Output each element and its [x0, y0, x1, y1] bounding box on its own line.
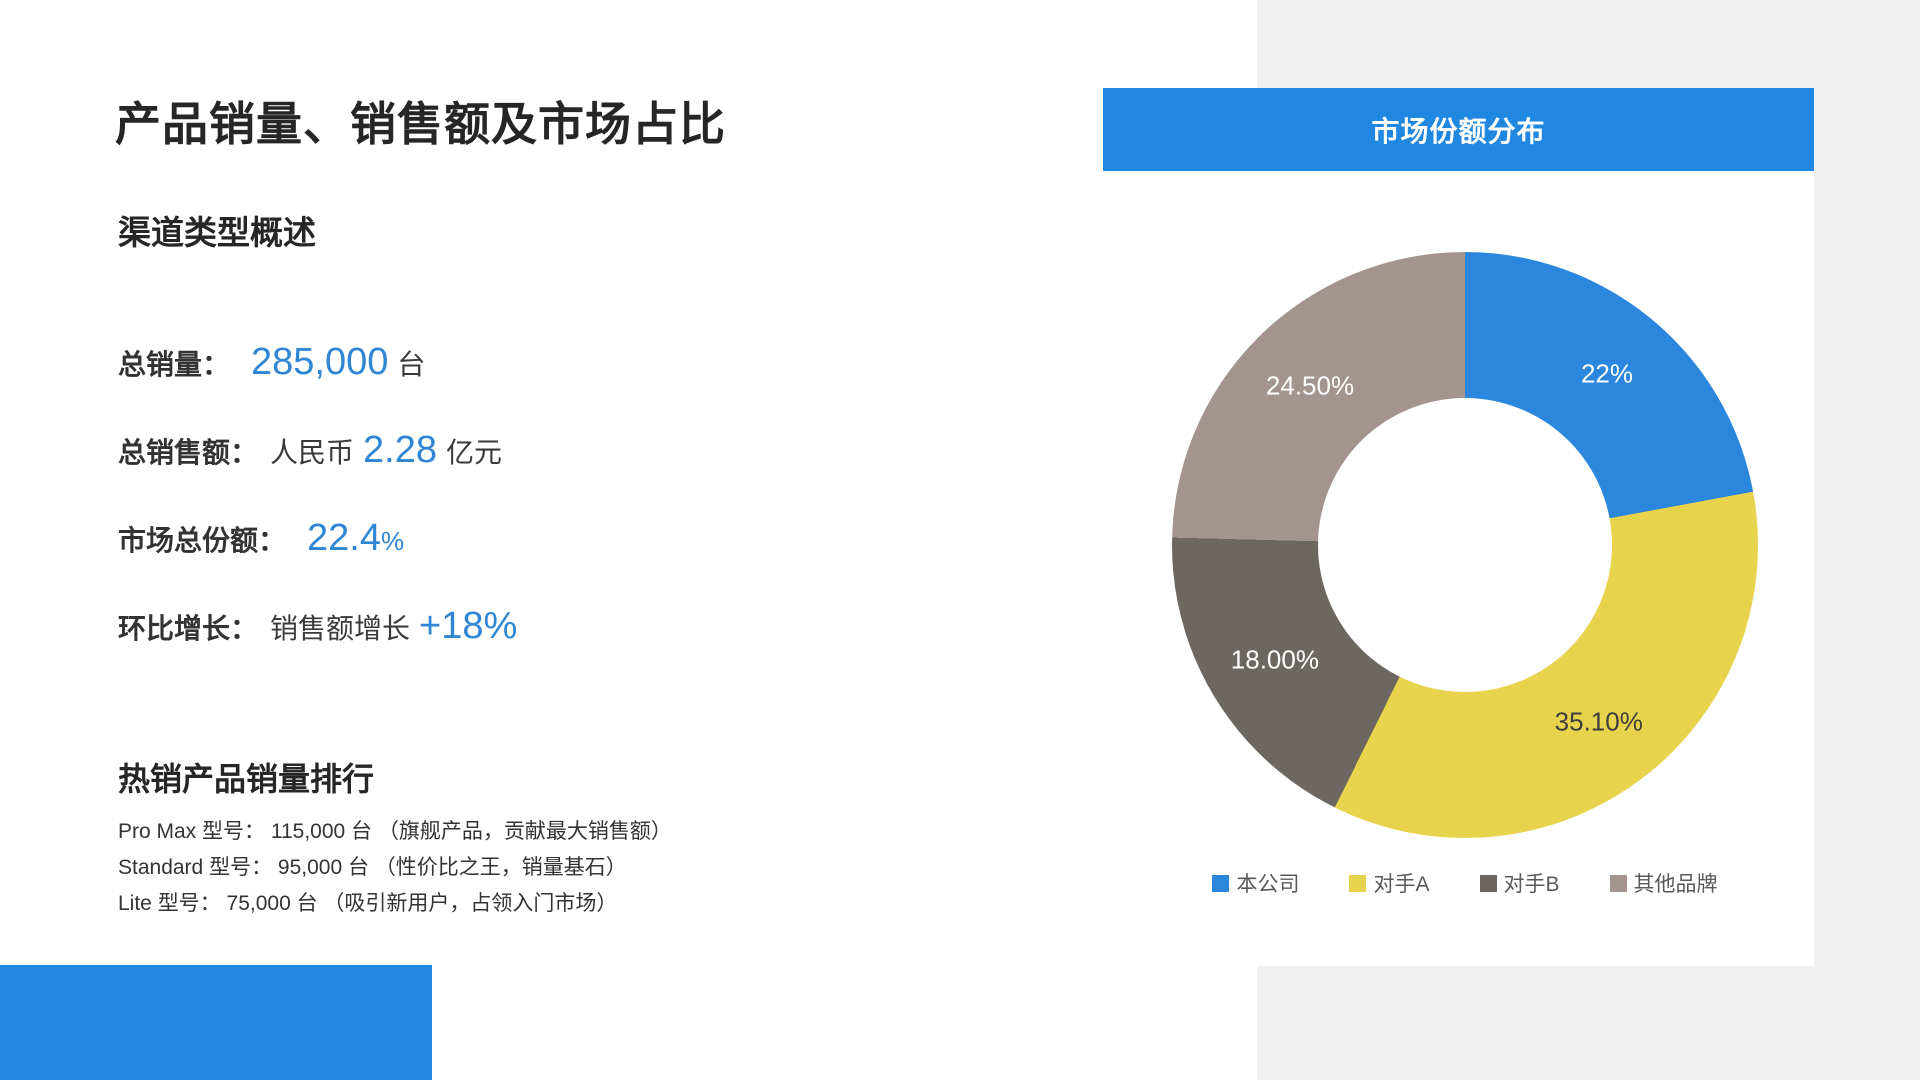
legend-label: 对手A: [1373, 873, 1430, 896]
legend-label: 本公司: [1236, 873, 1300, 896]
stat-unit-small: %: [380, 526, 405, 556]
chart-card: 市场份额分布 22% 35.10% 18.00% 24.50% 本公司 对手A 对手B 其他…: [1103, 88, 1814, 966]
page-subtitle: 渠道类型概述: [118, 214, 316, 251]
legend-item-对手A: 对手A: [1349, 868, 1430, 898]
stat-prefix: 人民币: [270, 437, 355, 468]
ranking-item-pro-max: Pro Max 型号： 115,000 台 （旗舰产品，贡献最大销售额）: [118, 820, 672, 843]
stat-prefix: 销售额增长: [270, 613, 411, 644]
chart-title: 市场份额分布: [1371, 115, 1546, 147]
stat-suffix: 亿元: [446, 437, 503, 468]
legend-item-本公司: 本公司: [1212, 868, 1299, 898]
stat-value: 22.4: [307, 517, 381, 559]
stat-value: 2.28: [363, 429, 437, 471]
slice-label-本公司: 22%: [1580, 358, 1633, 389]
legend-item-其他品牌: 其他品牌: [1609, 868, 1718, 898]
legend-swatch: [1479, 874, 1497, 892]
ranking-heading: 热销产品销量排行: [118, 761, 375, 797]
legend-swatch: [1212, 874, 1230, 892]
ranking-section: 热销产品销量排行 Pro Max 型号： 115,000 台 （旗舰产品，贡献最…: [118, 758, 672, 922]
chart-title-banner: 市场份额分布: [1103, 88, 1814, 171]
stat-value: +18%: [419, 605, 518, 647]
legend-swatch: [1349, 874, 1367, 892]
slice-label-对手B: 18.00%: [1230, 644, 1319, 675]
donut-hole: [1318, 398, 1612, 692]
stat-value: 285,000: [251, 341, 389, 383]
stat-label: 市场总份额：: [118, 525, 287, 556]
stat-market-share: 市场总份额： 22.4%: [118, 514, 526, 562]
stat-label: 总销售额：: [118, 437, 259, 468]
chart-legend: 本公司 对手A 对手B 其他品牌: [1172, 868, 1758, 898]
ranking-item-lite: Lite 型号： 75,000 台 （吸引新用户，占领入门市场）: [118, 892, 618, 915]
legend-item-对手B: 对手B: [1479, 868, 1560, 898]
donut-chart: 22% 35.10% 18.00% 24.50%: [1172, 252, 1758, 838]
stat-label: 总销量：: [118, 349, 231, 380]
ranking-item-standard: Standard 型号： 95,000 台 （性价比之王，销量基石）: [118, 856, 627, 879]
legend-label: 对手B: [1503, 873, 1560, 896]
legend-swatch: [1609, 874, 1627, 892]
page-title: 产品销量、销售额及市场占比: [115, 98, 726, 150]
stat-suffix: 台: [397, 349, 426, 380]
stat-growth: 环比增长： 销售额增长 +18%: [118, 602, 526, 650]
stat-total-sales-volume: 总销量： 285,000 台: [118, 338, 526, 386]
slice-label-对手A: 35.10%: [1554, 706, 1643, 737]
stats-list: 总销量： 285,000 台 总销售额： 人民币 2.28 亿元 市场总份额： 22.4% …: [118, 338, 526, 690]
bottom-accent-rectangle: [0, 965, 432, 1080]
legend-label: 其他品牌: [1633, 873, 1718, 896]
stat-total-revenue: 总销售额： 人民币 2.28 亿元: [118, 426, 526, 474]
stat-label: 环比增长：: [118, 613, 259, 644]
slice-label-其他品牌: 24.50%: [1265, 370, 1355, 401]
